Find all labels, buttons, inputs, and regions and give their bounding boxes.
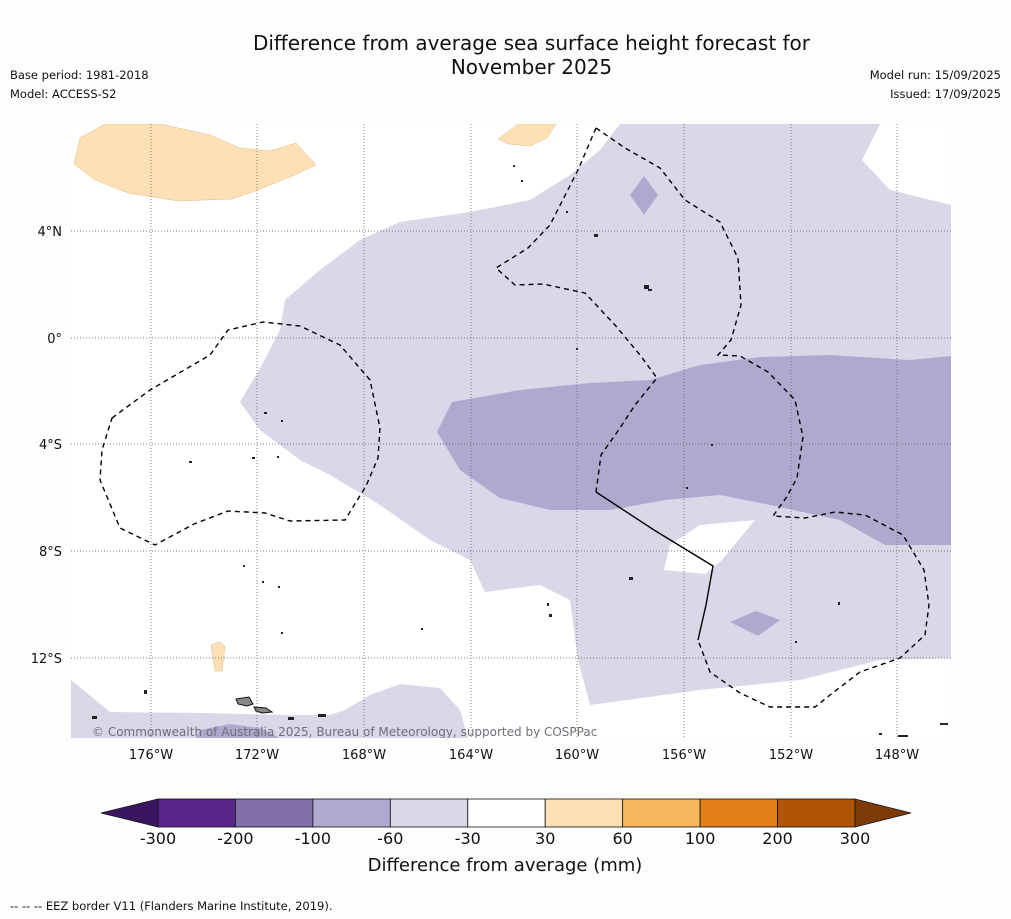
samoa-islands bbox=[235, 696, 274, 714]
latitude-labels: 4°N 0° 4°S 8°S 12°S bbox=[31, 225, 62, 667]
colorbar-cell bbox=[389, 798, 469, 828]
eez-border-west bbox=[99, 321, 381, 546]
anomaly-region-neg60-30-upper bbox=[735, 124, 780, 155]
colorbar-tick-label: -30 bbox=[455, 829, 481, 848]
neutral-gap bbox=[664, 520, 755, 574]
longitude-labels: 176°W 172°W 168°W 164°W 160°W 156°W 152°… bbox=[129, 748, 919, 763]
anomaly-region-neg60-30-south bbox=[71, 680, 468, 738]
lat-label-4s: 4°S bbox=[39, 438, 62, 453]
anomaly-region-neg100-60 bbox=[437, 355, 951, 545]
lon-label-148w: 148°W bbox=[875, 748, 919, 763]
eez-borders bbox=[99, 127, 930, 708]
anomaly-region-neg100-60-small-south bbox=[730, 611, 780, 636]
lat-label-4n: 4°N bbox=[38, 225, 63, 240]
lon-label-176w: 176°W bbox=[129, 748, 173, 763]
colorbar-cell bbox=[312, 798, 391, 828]
map-area: © Commonwealth of Australia 2025, Bureau… bbox=[71, 124, 951, 739]
anomaly-region-pos30-60-north bbox=[73, 124, 317, 202]
colorbar-tick-label: 300 bbox=[840, 829, 871, 848]
colorbar-cell bbox=[544, 798, 624, 828]
footnote: -- -- -- EEZ border V11 (Flanders Marine… bbox=[10, 899, 333, 913]
anomaly-region-neg100-60-small-north bbox=[630, 176, 658, 215]
anomaly-region-neg100-60-sw bbox=[195, 724, 280, 738]
model-text: Model: ACCESS-S2 bbox=[10, 87, 117, 101]
colorbar-tick-label: 200 bbox=[762, 829, 793, 848]
colorbar-cell bbox=[622, 798, 701, 828]
colorbar-tick-label: -100 bbox=[295, 829, 331, 848]
lon-label-172w: 172°W bbox=[235, 748, 279, 763]
eez-border-central bbox=[595, 127, 930, 708]
lon-label-156w: 156°W bbox=[662, 748, 706, 763]
lon-label-168w: 168°W bbox=[342, 748, 386, 763]
meta-right: Model run: 15/09/2025 Issued: 17/09/2025 bbox=[870, 66, 1001, 104]
title-line-2: November 2025 bbox=[450, 55, 613, 79]
colorbar-tick-label: -300 bbox=[140, 829, 176, 848]
colorbar-arrow-low bbox=[100, 798, 159, 828]
colorbar-cell bbox=[777, 798, 856, 828]
colorbar-cell bbox=[235, 798, 314, 828]
islands bbox=[92, 165, 948, 737]
colorbar-tick-label: 30 bbox=[535, 829, 555, 848]
base-period-text: Base period: 1981-2018 bbox=[10, 68, 149, 82]
lon-label-152w: 152°W bbox=[769, 748, 813, 763]
graticule bbox=[71, 124, 951, 738]
colorbar-arrow-high bbox=[854, 798, 912, 828]
colorbar-cells bbox=[157, 798, 856, 828]
lat-label-0: 0° bbox=[47, 332, 62, 347]
colorbar-label: Difference from average (mm) bbox=[368, 855, 643, 876]
anomaly-region-pos30-60-ne bbox=[497, 124, 557, 147]
lon-label-160w: 160°W bbox=[555, 748, 599, 763]
colorbar-tick-label: 60 bbox=[612, 829, 632, 848]
colorbar-tick-label: -200 bbox=[217, 829, 253, 848]
colorbar-cell bbox=[699, 798, 778, 828]
colorbar-cell bbox=[467, 798, 546, 828]
colorbar-cell bbox=[157, 798, 236, 828]
title-line-1: Difference from average sea surface heig… bbox=[252, 31, 811, 55]
copyright-text: © Commonwealth of Australia 2025, Bureau… bbox=[92, 725, 597, 739]
colorbar: -300 -200 -100 -60 -30 30 60 100 200 300 Differen… bbox=[100, 798, 912, 876]
eez-border-north bbox=[494, 127, 658, 493]
lon-label-164w: 164°W bbox=[449, 748, 493, 763]
maritime-boundary bbox=[595, 491, 714, 641]
lat-label-12s: 12°S bbox=[31, 652, 62, 667]
colorbar-tick-label: -60 bbox=[377, 829, 403, 848]
chart-title: Difference from average sea surface heig… bbox=[0, 31, 1011, 79]
model-run-text: Model run: 15/09/2025 bbox=[869, 68, 1001, 82]
colorbar-tick-label: 100 bbox=[685, 829, 716, 848]
issued-text: Issued: 17/09/2025 bbox=[890, 87, 1001, 101]
colorbar-ticks: -300 -200 -100 -60 -30 30 60 100 200 300 bbox=[140, 829, 870, 848]
meta-left: Base period: 1981-2018 Model: ACCESS-S2 bbox=[10, 66, 149, 104]
anomaly-region-pos30-60-small bbox=[210, 641, 226, 672]
lat-label-8s: 8°S bbox=[39, 545, 62, 560]
